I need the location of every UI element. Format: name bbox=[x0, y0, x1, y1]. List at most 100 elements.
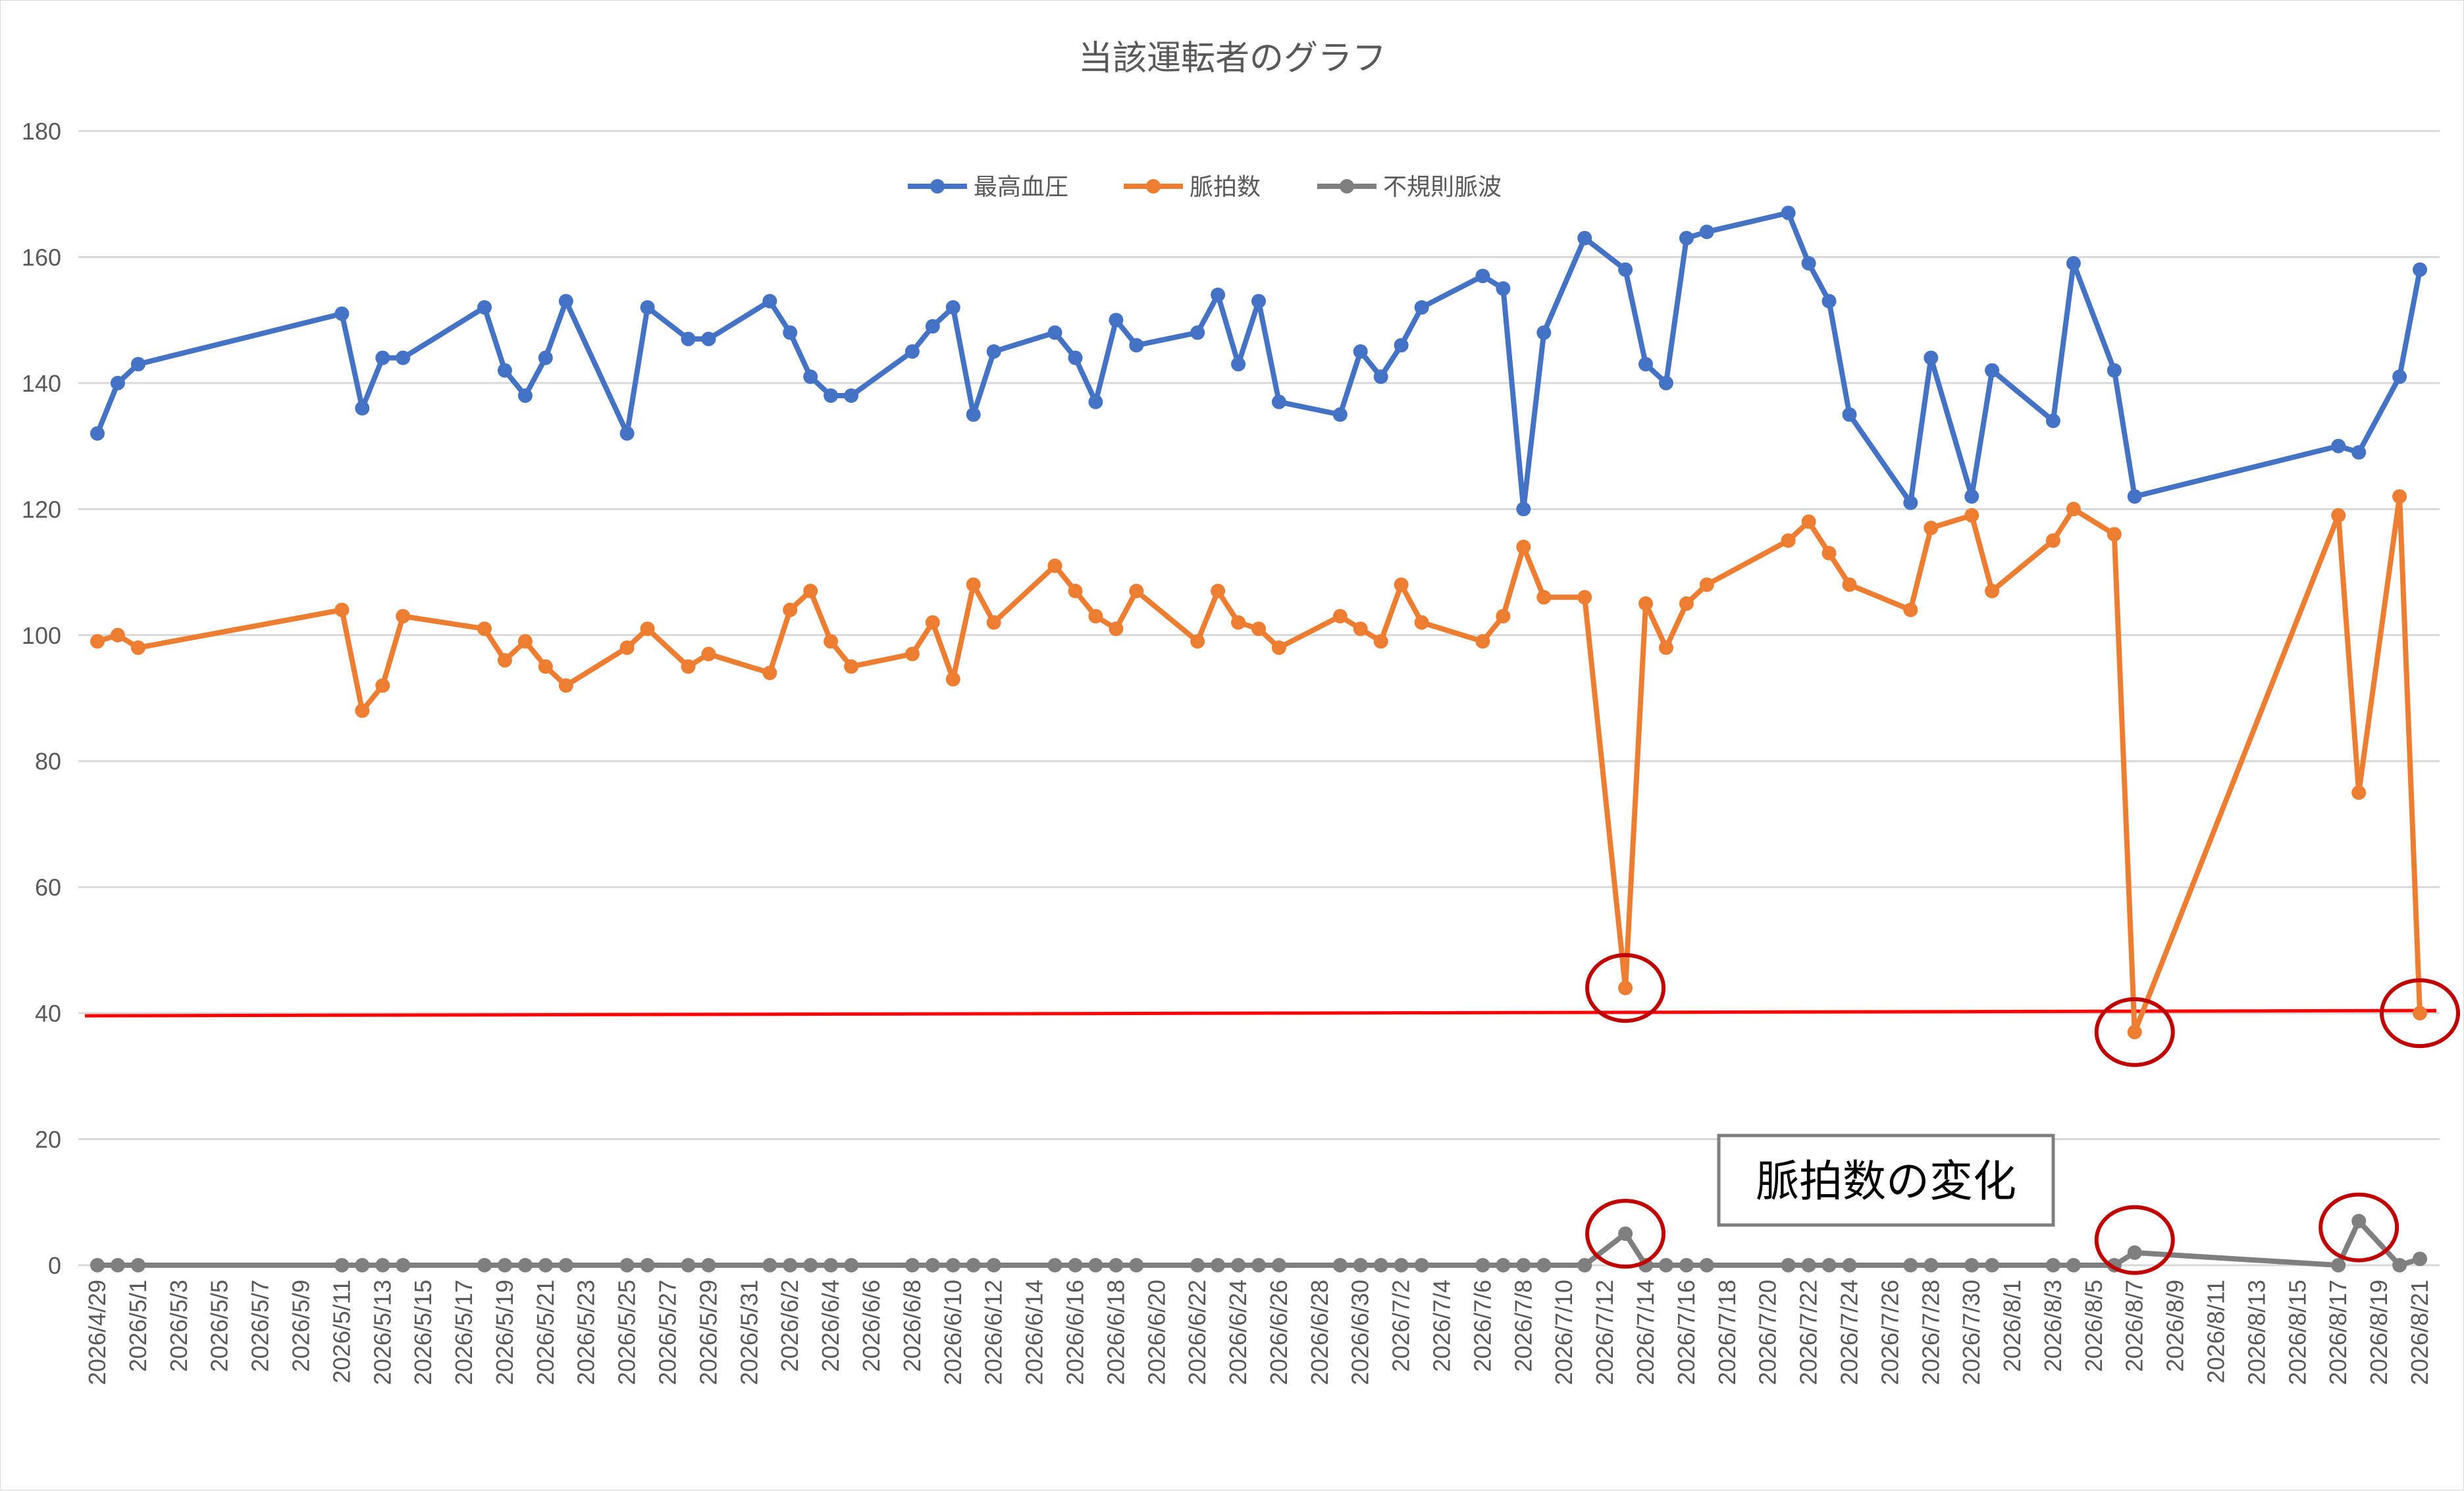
x-tick-label: 2026/6/2 bbox=[776, 1280, 803, 1372]
x-tick-label: 2026/7/4 bbox=[1429, 1280, 1455, 1372]
data-point bbox=[1496, 1258, 1511, 1272]
data-point bbox=[2127, 1024, 2142, 1039]
y-tick-label: 120 bbox=[22, 496, 61, 523]
x-tick-label: 2026/7/26 bbox=[1876, 1280, 1903, 1385]
data-point bbox=[1251, 621, 1266, 637]
data-point bbox=[1190, 634, 1205, 649]
x-tick-label: 2026/8/11 bbox=[2203, 1280, 2230, 1383]
data-point bbox=[824, 1258, 839, 1272]
data-point bbox=[2045, 1258, 2060, 1272]
data-point bbox=[477, 300, 492, 315]
data-point bbox=[986, 344, 1001, 359]
x-tick-label: 2026/5/19 bbox=[491, 1280, 518, 1385]
data-point bbox=[1271, 1258, 1286, 1272]
data-point bbox=[1822, 294, 1837, 309]
x-tick-label: 2026/5/11 bbox=[328, 1280, 355, 1383]
data-point bbox=[334, 306, 350, 321]
data-point bbox=[1373, 369, 1388, 384]
data-point bbox=[1211, 1258, 1226, 1272]
series-line bbox=[96, 494, 2423, 1035]
x-tick-label: 2026/8/13 bbox=[2243, 1280, 2270, 1385]
x-tick-label: 2026/6/30 bbox=[1347, 1280, 1374, 1385]
data-point bbox=[1332, 1258, 1348, 1272]
data-point bbox=[1271, 640, 1286, 655]
data-point bbox=[1536, 1258, 1552, 1272]
chart-title: 当該運転者のグラフ bbox=[1078, 39, 1386, 78]
x-tick-label: 2026/8/15 bbox=[2284, 1280, 2311, 1385]
data-point bbox=[1658, 1258, 1673, 1272]
data-point bbox=[1190, 325, 1205, 340]
legend-label: 最高血圧 bbox=[974, 174, 1068, 201]
y-tick-label: 140 bbox=[22, 370, 61, 397]
data-point bbox=[1251, 1258, 1266, 1272]
data-point bbox=[1475, 634, 1490, 649]
data-point bbox=[2066, 1258, 2081, 1272]
data-point bbox=[783, 602, 798, 617]
data-point bbox=[2351, 445, 2367, 460]
data-point bbox=[497, 1258, 512, 1272]
data-point bbox=[1985, 1258, 2000, 1272]
data-point bbox=[762, 666, 777, 681]
highlight-circle bbox=[1585, 953, 1666, 1023]
data-point bbox=[1536, 325, 1552, 340]
data-point bbox=[619, 426, 635, 441]
data-point bbox=[396, 609, 411, 624]
data-point bbox=[1211, 287, 1226, 302]
data-point bbox=[1373, 1258, 1388, 1272]
data-point bbox=[2066, 256, 2081, 271]
data-point bbox=[844, 1258, 859, 1272]
data-point bbox=[1801, 256, 1816, 271]
data-point bbox=[1801, 1258, 1816, 1272]
data-point bbox=[1903, 495, 1918, 510]
data-point bbox=[2331, 508, 2346, 523]
x-tick-label: 2026/6/16 bbox=[1061, 1280, 1088, 1385]
data-point bbox=[1699, 577, 1714, 592]
data-point bbox=[1822, 1258, 1837, 1272]
legend-label: 脈拍数 bbox=[1190, 174, 1261, 201]
x-axis: 2026/4/29 2026/5/1 2026/5/3 2026/5/5 2026/5/… bbox=[78, 1264, 2440, 1385]
x-tick-label: 2026/5/15 bbox=[409, 1280, 436, 1385]
highlight-circles bbox=[1585, 953, 2460, 1275]
x-tick-label: 2026/7/20 bbox=[1754, 1280, 1781, 1385]
data-point bbox=[90, 634, 105, 649]
x-tick-label: 2026/6/26 bbox=[1265, 1280, 1292, 1385]
data-point bbox=[110, 627, 125, 642]
data-point bbox=[2392, 369, 2407, 384]
data-point bbox=[1109, 621, 1124, 637]
legend-marker bbox=[930, 179, 945, 194]
data-point bbox=[1109, 313, 1124, 328]
data-point bbox=[355, 1258, 370, 1272]
data-point bbox=[640, 1258, 655, 1272]
data-point bbox=[1699, 224, 1714, 240]
y-tick-label: 100 bbox=[22, 622, 61, 649]
data-point bbox=[1903, 602, 1918, 617]
data-point bbox=[1068, 1258, 1083, 1272]
legend-marker bbox=[1146, 179, 1161, 194]
data-point bbox=[966, 1258, 981, 1272]
data-point bbox=[477, 621, 492, 637]
x-tick-label: 2026/5/23 bbox=[573, 1280, 600, 1385]
data-point bbox=[1353, 621, 1368, 637]
data-point bbox=[1109, 1258, 1124, 1272]
data-point bbox=[517, 1258, 533, 1272]
data-point bbox=[477, 1258, 492, 1272]
data-point bbox=[1985, 583, 2000, 598]
data-point bbox=[1679, 1258, 1694, 1272]
data-point bbox=[2351, 1214, 2367, 1228]
x-tick-label: 2026/6/24 bbox=[1224, 1280, 1251, 1385]
legend-item: 最高血圧 bbox=[908, 174, 1068, 201]
data-point bbox=[2392, 1258, 2407, 1272]
data-point bbox=[1353, 344, 1368, 359]
data-point bbox=[762, 1258, 777, 1272]
data-point bbox=[966, 407, 981, 422]
data-point bbox=[1964, 508, 1979, 523]
data-point bbox=[1231, 357, 1246, 372]
x-tick-label: 2026/7/18 bbox=[1714, 1280, 1741, 1385]
x-tick-label: 2026/5/9 bbox=[287, 1280, 314, 1372]
data-point bbox=[2127, 489, 2142, 504]
x-tick-label: 2026/6/8 bbox=[899, 1280, 926, 1372]
x-tick-label: 2026/5/5 bbox=[206, 1280, 233, 1372]
data-point bbox=[824, 634, 839, 649]
data-point bbox=[1271, 394, 1286, 409]
